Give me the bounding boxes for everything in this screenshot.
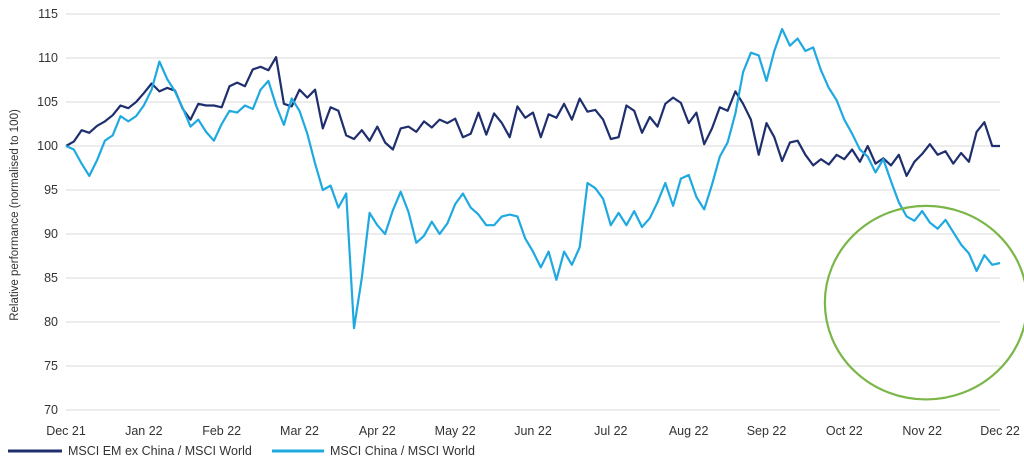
x-tick-label: Jun 22 xyxy=(514,424,552,438)
x-tick-label: Mar 22 xyxy=(280,424,319,438)
x-tick-label: Oct 22 xyxy=(826,424,863,438)
y-tick-label: 100 xyxy=(37,139,58,153)
x-tick-label: Apr 22 xyxy=(359,424,396,438)
x-axis-ticks: Dec 21 Jan 22 Feb 22 Mar 22 Apr 22 May 22 Jun … xyxy=(46,424,1020,438)
y-axis-ticks: 70 75 80 85 90 95 100 105 110 115 xyxy=(37,7,58,417)
x-tick-label: Aug 22 xyxy=(669,424,709,438)
highlight-ellipse xyxy=(823,204,1024,401)
series-lines xyxy=(65,27,1001,330)
x-tick-label: Sep 22 xyxy=(747,424,787,438)
y-tick-label: 80 xyxy=(44,315,58,329)
series-line-china xyxy=(65,27,1001,330)
gridlines xyxy=(66,13,1000,411)
legend-label-em-ex-china: MSCI EM ex China / MSCI World xyxy=(68,444,252,458)
y-axis-label: Relative performance (normalised to 100) xyxy=(9,109,21,321)
x-tick-label: Feb 22 xyxy=(202,424,241,438)
x-tick-label: Dec 22 xyxy=(980,424,1020,438)
y-tick-label: 75 xyxy=(44,359,58,373)
x-tick-label: Jan 22 xyxy=(125,424,163,438)
y-tick-label: 105 xyxy=(37,95,58,109)
x-tick-label: May 22 xyxy=(435,424,476,438)
y-tick-label: 95 xyxy=(44,183,58,197)
y-tick-label: 115 xyxy=(38,7,58,21)
x-tick-label: Dec 21 xyxy=(46,424,86,438)
y-tick-label: 85 xyxy=(44,271,58,285)
series-line-em-ex-china xyxy=(65,55,1000,177)
y-tick-label: 70 xyxy=(44,403,58,417)
y-tick-label: 110 xyxy=(38,51,58,65)
legend-label-china: MSCI China / MSCI World xyxy=(330,444,475,458)
legend: MSCI EM ex China / MSCI World MSCI China… xyxy=(8,444,475,458)
x-tick-label: Jul 22 xyxy=(594,424,627,438)
x-tick-label: Nov 22 xyxy=(902,424,942,438)
y-tick-label: 90 xyxy=(44,227,58,241)
